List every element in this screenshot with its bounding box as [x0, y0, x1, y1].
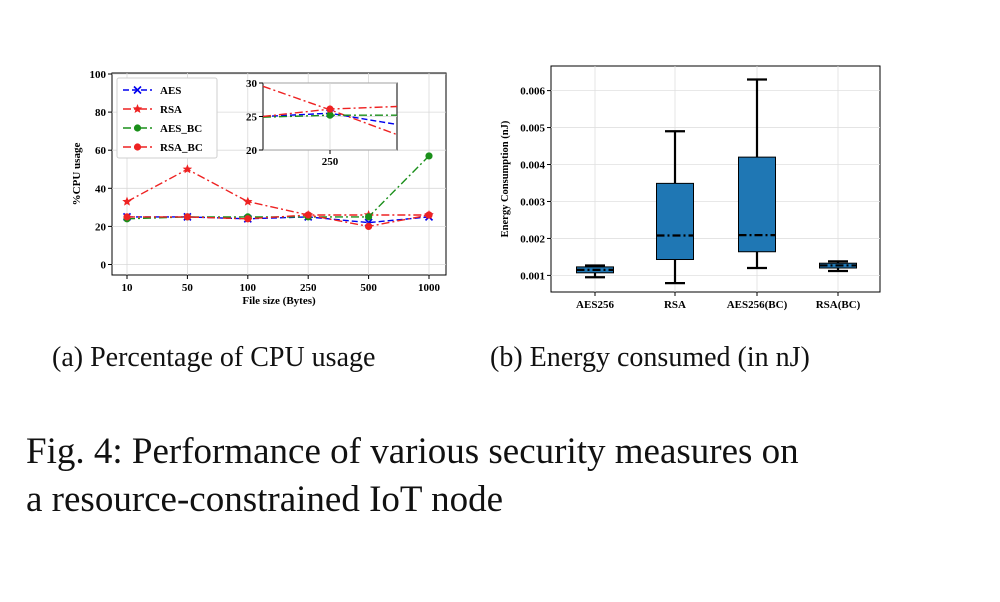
y-tick-label: 40 — [95, 183, 107, 195]
subcaption-a: (a) Percentage of CPU usage — [52, 342, 376, 373]
y-tick-label: 60 — [95, 145, 107, 157]
data-point-rsa — [122, 196, 132, 206]
legend-box — [116, 77, 218, 159]
x-tick-label: 50 — [182, 282, 194, 294]
legend-a: AES RSA AES_BC RSA_BC — [116, 77, 218, 159]
y-tick-label: 80 — [95, 107, 107, 119]
legend-label-aes: AES — [160, 85, 181, 97]
plot-frame-b — [550, 65, 881, 293]
x-tick-label: 500 — [360, 282, 377, 294]
y-axis-label: %CPU usage — [71, 143, 83, 206]
data-point-rsa_bc — [123, 213, 131, 221]
y-tick-label: 0.002 — [520, 233, 545, 245]
data-point-rsa_bc — [244, 215, 252, 223]
legend-label-rsa_bc: RSA_BC — [160, 142, 203, 154]
data-point-rsa_bc — [304, 211, 312, 219]
legend-marker-rsa_bc — [133, 143, 142, 151]
legend-marker-aes_bc — [133, 124, 142, 132]
box-body — [738, 156, 776, 253]
x-tick-label: 10 — [122, 282, 134, 294]
y-tick-label: 0.003 — [520, 196, 545, 208]
series-line-rsa_bc — [127, 214, 430, 228]
data-point-rsa_bc — [425, 211, 433, 219]
legend-marker-aes — [133, 85, 142, 95]
box-rsa — [656, 130, 694, 285]
inset-y-tick-label: 25 — [246, 112, 258, 124]
inset-y-tick-label: 20 — [246, 145, 258, 157]
figure-caption-line-2: a resource-constrained IoT node — [26, 479, 504, 520]
subcaption-b: (b) Energy consumed (in nJ) — [490, 342, 810, 373]
box-aes256bc — [738, 78, 776, 270]
y-tick-label: 0 — [101, 260, 107, 272]
figure-caption: Fig. 4: Performance of various security … — [26, 428, 799, 524]
x-tick-label: 250 — [300, 282, 317, 294]
data-point-rsa_bc — [183, 213, 191, 221]
x-tick-label: RSA — [664, 299, 686, 311]
y-axis-label: Energy Consumption (nJ) — [500, 120, 511, 237]
data-point-rsa — [182, 164, 193, 174]
box-rsabc — [819, 260, 857, 273]
x-axis-label: File size (Bytes) — [242, 295, 316, 307]
inset-x-tick-label: 250 — [322, 156, 339, 168]
inset-data-point-rsa_bc — [326, 105, 334, 113]
x-tick-label: 1000 — [418, 282, 441, 294]
legend-label-rsa: RSA — [160, 104, 182, 116]
inset-data-point-aes_bc — [326, 111, 334, 119]
series-line-rsa — [126, 168, 429, 216]
inset-y-tick-label: 30 — [246, 78, 258, 90]
cpu-usage-chart: 0 20 40 60 80 100 10 50 100 250 500 1000 File size (… — [71, 69, 447, 307]
data-point-aes_bc — [425, 152, 433, 160]
inset-zoom: 20 25 30 250 — [246, 78, 398, 168]
y-tick-label: 100 — [90, 69, 107, 81]
data-point-rsa_bc — [365, 222, 373, 230]
y-tick-label: 20 — [95, 221, 107, 233]
x-tick-label: 100 — [240, 282, 257, 294]
x-tick-label: AES256 — [576, 299, 614, 311]
y-tick-label: 0.006 — [520, 86, 545, 98]
box-aes256 — [576, 264, 614, 279]
x-tick-label: AES256(BC) — [727, 299, 788, 311]
data-point-aes_bc — [365, 213, 373, 221]
legend-label-aes_bc: AES_BC — [160, 123, 202, 135]
figure-caption-line-1: Fig. 4: Performance of various security … — [26, 431, 799, 472]
y-tick-label: 0.005 — [520, 123, 545, 135]
energy-boxplot-chart: 0.001 0.002 0.003 0.004 0.005 0.006 AES256 RSA A… — [500, 65, 881, 311]
y-tick-label: 0.001 — [520, 270, 545, 282]
legend-marker-rsa — [132, 104, 143, 114]
y-tick-label: 0.004 — [520, 160, 545, 172]
x-tick-label: RSA(BC) — [816, 299, 861, 311]
data-point-rsa — [243, 196, 253, 206]
box-body — [656, 182, 694, 261]
